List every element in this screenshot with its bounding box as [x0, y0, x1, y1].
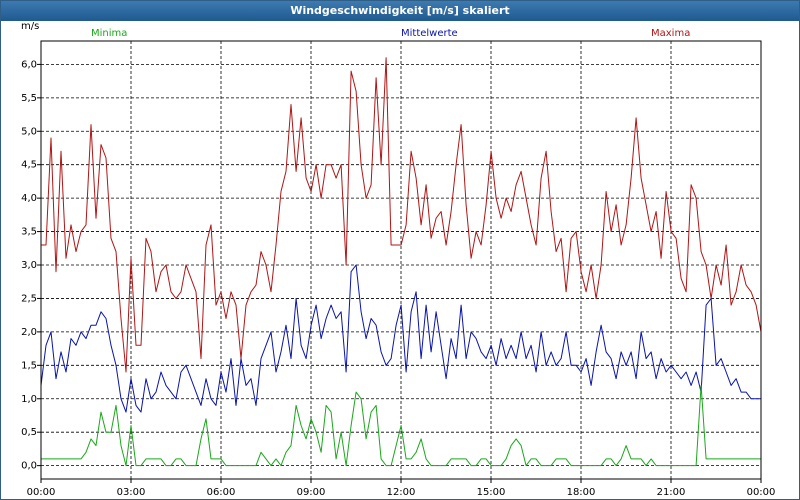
- x-tick-time: 18:00: [567, 487, 596, 498]
- series-group: [40, 57, 762, 467]
- y-tick-label: 6,0: [21, 59, 37, 70]
- series-line-mittelwerte: [40, 264, 762, 447]
- y-axis: 0,0 0,5 1,0 1,5 2,0 2,5 3,0 3,5 4,0 4,5 5,0 5,5 6,0 m…: [21, 21, 41, 472]
- x-tick-time: 00:00: [747, 487, 776, 498]
- y-tick-label: 3,5: [21, 227, 37, 238]
- y-tick-label: 4,5: [21, 160, 37, 171]
- y-tick-label: 4,0: [21, 193, 37, 204]
- legend-mittelwerte: Mittelwerte: [401, 28, 458, 39]
- y-tick-label: 0,0: [21, 461, 37, 472]
- chart-plot: 0,0 0,5 1,0 1,5 2,0 2,5 3,0 3,5 4,0 4,5 5,0 5,5 6,0 m…: [21, 21, 776, 498]
- x-axis: 00:0005.06.1203:0005.06.1206:0005.06.120…: [27, 479, 776, 498]
- y-tick-label: 2,0: [21, 327, 37, 338]
- series-line-minima: [41, 384, 762, 467]
- x-tick-time: 15:00: [477, 487, 506, 498]
- y-tick-label: 1,0: [21, 394, 37, 405]
- x-tick-time: 03:00: [117, 487, 146, 498]
- y-tick-label: 1,5: [21, 360, 37, 371]
- y-tick-label: 5,5: [21, 93, 37, 104]
- plot-border: [40, 40, 762, 480]
- x-tick-time: 00:00: [27, 487, 56, 498]
- y-tick-label: 0,5: [21, 427, 37, 438]
- legend-maxima: Maxima: [651, 28, 690, 39]
- x-tick-time: 12:00: [387, 487, 416, 498]
- y-tick-label: 3,0: [21, 260, 37, 271]
- x-tick-time: 06:00: [207, 487, 236, 498]
- x-tick-time: 21:00: [657, 487, 686, 498]
- x-tick-time: 09:00: [297, 487, 326, 498]
- series-line-maxima: [41, 57, 762, 413]
- y-tick-label: 5,0: [21, 126, 37, 137]
- y-axis-label: m/s: [21, 21, 39, 32]
- y-tick-label: 2,5: [21, 293, 37, 304]
- legend-minima: Minima: [91, 28, 127, 39]
- legend: Maxima Mittelwerte Minima: [91, 28, 690, 39]
- chart-title: Windgeschwindigkeit [m/s] skaliert: [1, 1, 799, 21]
- grid: [40, 41, 762, 479]
